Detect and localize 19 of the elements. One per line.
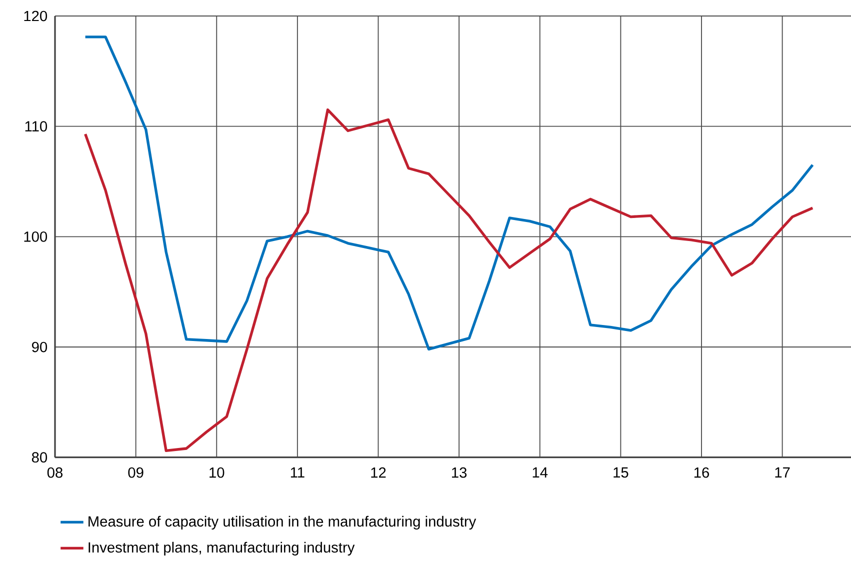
x-tick-label: 11 xyxy=(290,467,304,478)
x-tick-label: 13 xyxy=(452,467,467,478)
x-tick-label: 17 xyxy=(775,467,790,478)
x-tick-label: 09 xyxy=(128,467,144,478)
x-tick-label: 14 xyxy=(532,467,548,478)
y-tick-label: 80 xyxy=(32,452,48,462)
x-tick-label: 12 xyxy=(371,467,386,478)
line-series xyxy=(84,108,814,452)
line-series xyxy=(84,35,814,350)
legend-label: Measure of capacity utilisation in the manufacturing industry xyxy=(88,516,476,530)
y-tick-label: 100 xyxy=(24,231,48,242)
x-tick-label: 15 xyxy=(614,467,628,478)
legend-label: Investment plans, manufacturing industry xyxy=(88,542,355,556)
y-tick-label: 120 xyxy=(24,10,48,22)
x-tick-label: 16 xyxy=(694,467,710,478)
x-tick-label: 10 xyxy=(210,467,224,478)
y-tick-label: 110 xyxy=(25,121,48,132)
y-tick-label: 90 xyxy=(32,342,48,352)
x-tick-label: 08 xyxy=(47,467,63,478)
